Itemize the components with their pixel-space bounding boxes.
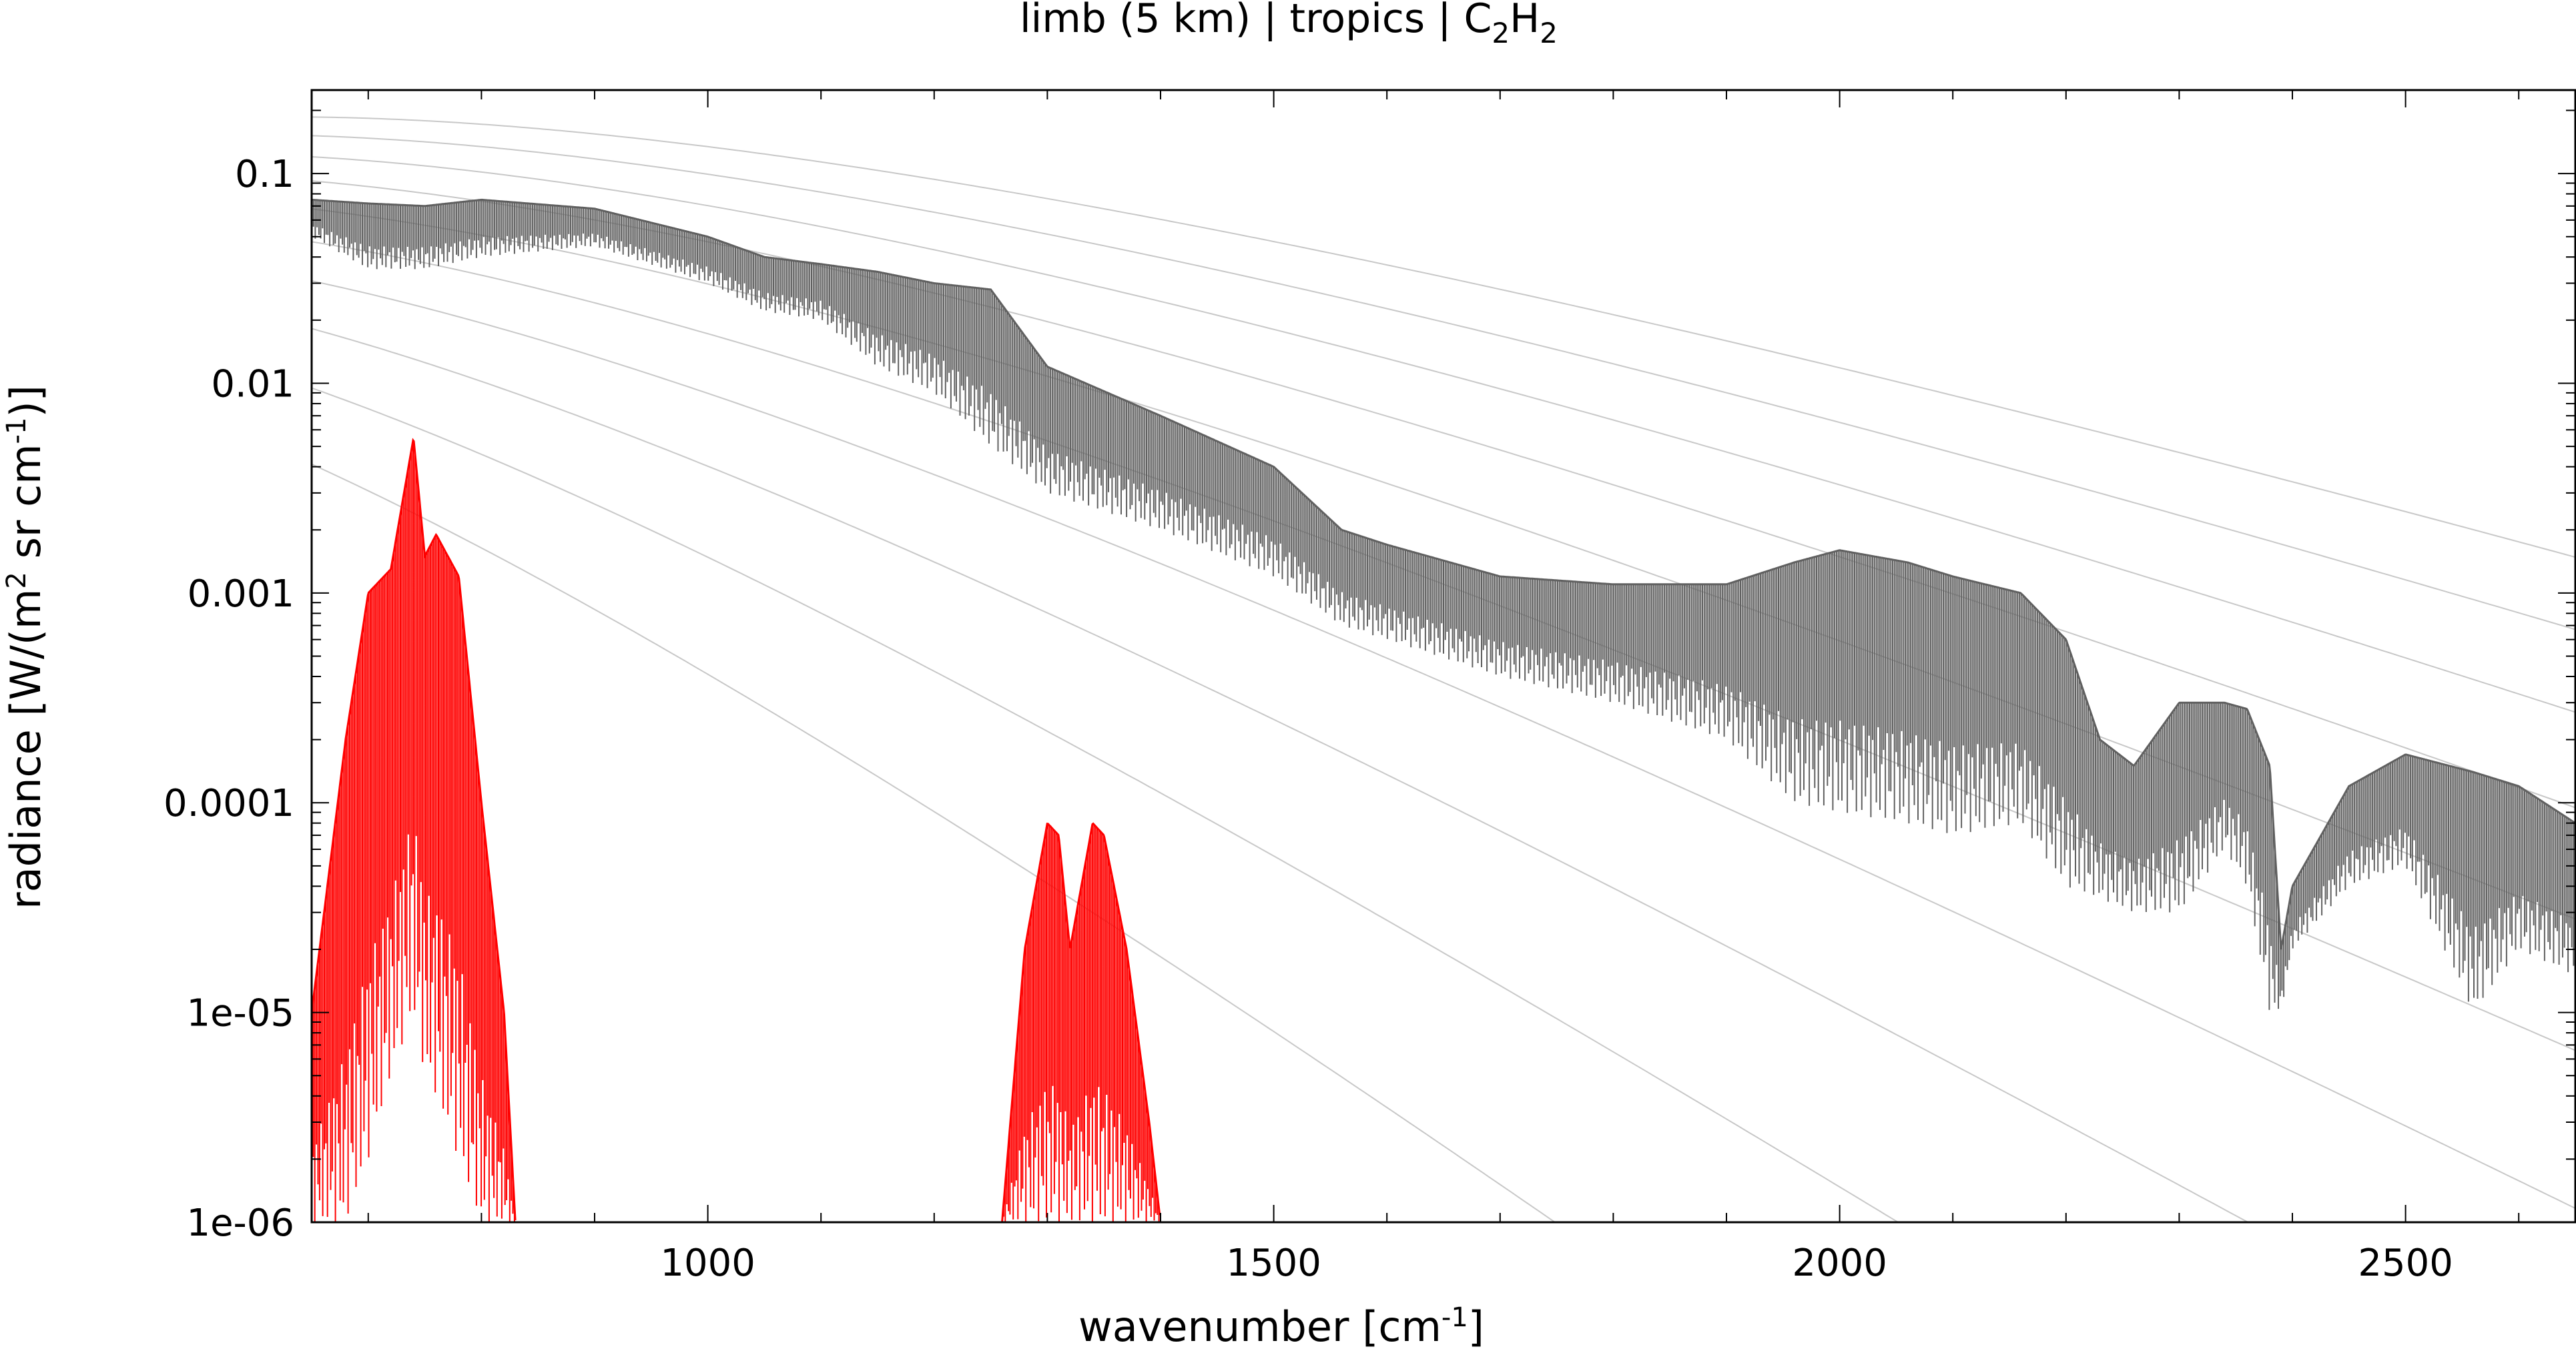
spectrum-total: [312, 199, 2575, 1010]
x-axis: 1000 1500 2000 2500: [367, 90, 2520, 1285]
y-tick-label: 0.0001: [164, 782, 294, 825]
spectrum-total-envelope: [312, 198, 2575, 950]
spectrum-c2h2-envelope: [312, 438, 517, 1220]
plot-frame: [310, 89, 2576, 1224]
planck-curve: [312, 180, 2575, 809]
y-axis-label: radiance [W/(m2 sr cm-1)]: [1, 385, 50, 909]
x-tick-label: 2000: [1792, 1242, 1887, 1285]
y-tick-label: 0.001: [188, 572, 294, 616]
planck-curve: [312, 280, 2575, 1210]
y-tick-label: 1e-05: [186, 992, 294, 1035]
planck-curve: [312, 116, 2575, 558]
chart-title: limb (5 km) | tropics | C2H2: [1020, 0, 1558, 49]
x-tick-label: 1000: [660, 1242, 755, 1285]
planck-curve: [312, 328, 2250, 1222]
reference-curves: [312, 116, 2575, 1222]
planck-curve: [312, 156, 2575, 713]
planck-curve: [312, 463, 1556, 1222]
planck-curve: [312, 135, 2575, 630]
x-axis-label: wavenumber [cm-1]: [1078, 1302, 1484, 1351]
series-layer: [312, 198, 2575, 1222]
spectrum-c2h2-envelope: [1001, 822, 1161, 1222]
y-tick-label: 1e-06: [186, 1202, 294, 1245]
y-axis: 0.1 0.01 0.001 0.0001 1e-05 1e-06: [164, 109, 2575, 1245]
y-tick-label: 0.01: [211, 362, 294, 406]
y-tick-label: 0.1: [235, 153, 294, 196]
spectrum-c2h2: [312, 440, 515, 1222]
planck-curve: [312, 387, 1900, 1222]
x-tick-label: 1500: [1226, 1242, 1321, 1285]
spectrum-c2h2: [1002, 823, 1160, 1222]
x-tick-label: 2500: [2358, 1242, 2453, 1285]
